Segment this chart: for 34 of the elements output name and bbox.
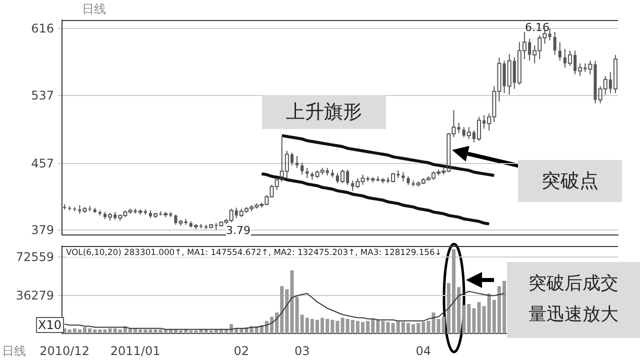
- candlestick: [558, 42, 562, 62]
- candlestick: [73, 206, 76, 212]
- annotation: 突破点: [518, 160, 622, 202]
- text: X10: [36, 317, 64, 333]
- x-tick-label: 03: [294, 344, 310, 358]
- annotation: 突破后成交量迅速放大: [528, 273, 618, 325]
- candlestick: [68, 206, 72, 211]
- y-tick-label: 72559: [16, 250, 54, 264]
- annotation: 3.79: [226, 224, 250, 237]
- annotation: 6.16: [525, 21, 550, 34]
- x-tick-label: 2011/01: [110, 344, 160, 358]
- annotation: VOL(6,10,20) 283301.000↑, MA1: 147554.672↑, MA2: 132475.203↑, MA3: 128129.156↓: [66, 247, 442, 257]
- candlestick: [457, 122, 460, 134]
- y-tick-label: 537: [31, 88, 54, 103]
- y-tick-label: 36279: [16, 288, 54, 302]
- candlestick: [93, 207, 96, 214]
- y-tick-label: 457: [31, 156, 54, 171]
- text: 日线: [2, 343, 26, 360]
- annotation: 上升旗形: [262, 95, 386, 129]
- candlestick: [300, 162, 304, 176]
- y-tick-label: 616: [31, 22, 54, 36]
- x-tick-label: 04: [416, 344, 432, 358]
- candlestick: [402, 172, 405, 182]
- x-tick-label: 02: [234, 344, 250, 358]
- chart-title: 日线: [82, 2, 106, 16]
- candlestick: [406, 176, 410, 186]
- candlestick: [330, 169, 334, 178]
- candlestick: [174, 214, 178, 226]
- y-tick-label: 379: [31, 222, 54, 237]
- candlestick: [63, 204, 66, 210]
- candlestick: [296, 155, 299, 168]
- candlestick: [553, 31, 556, 56]
- x-tick-label: 2010/12: [40, 344, 90, 358]
- candlestick: [306, 167, 309, 179]
